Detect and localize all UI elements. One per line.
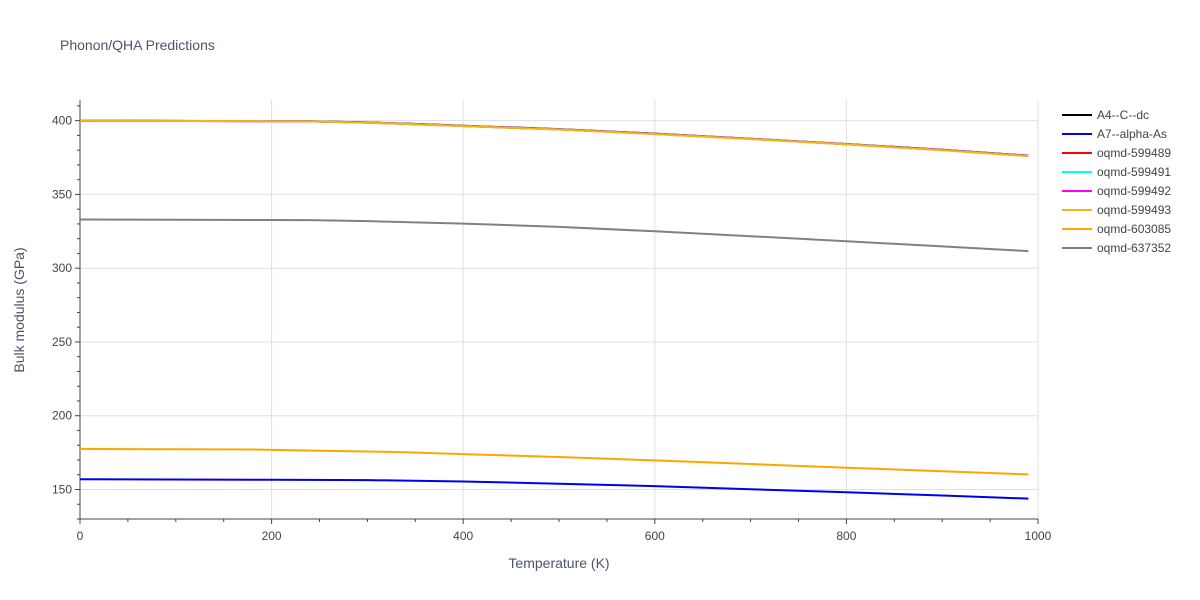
series-line-oqmd-603085 [79, 447, 1029, 476]
legend-item[interactable]: oqmd-599489 [1062, 146, 1171, 160]
series-line-oqmd-599493 [79, 119, 1029, 158]
legend-label: oqmd-599492 [1097, 184, 1171, 198]
series-line-A4--C--dc [79, 119, 1029, 157]
legend-label: oqmd-599489 [1097, 146, 1171, 160]
legend-label: oqmd-599493 [1097, 203, 1171, 217]
x-tick-label: 600 [645, 529, 665, 543]
x-tick-label: 1000 [1025, 529, 1052, 543]
legend-label: oqmd-599491 [1097, 165, 1171, 179]
legend-item[interactable]: oqmd-603085 [1062, 222, 1171, 236]
legend-label: A4--C--dc [1097, 108, 1149, 122]
x-tick-label: 800 [836, 529, 856, 543]
series-line-A7--alpha-As [79, 478, 1029, 500]
series-layer [79, 119, 1029, 500]
legend-label: oqmd-637352 [1097, 241, 1171, 255]
y-tick-label: 300 [52, 261, 72, 275]
legend-label: A7--alpha-As [1097, 127, 1167, 141]
series-line-oqmd-599489 [79, 119, 1029, 157]
legend-item[interactable]: oqmd-599491 [1062, 165, 1171, 179]
x-axis-title: Temperature (K) [508, 555, 609, 571]
y-tick-label: 350 [52, 187, 72, 201]
y-tick-label: 400 [52, 114, 72, 128]
axes: 0 200 400 600 800 1000 150 200 250 300 350 400 [52, 100, 1052, 543]
series-line-oqmd-599492 [79, 119, 1029, 157]
legend-item[interactable]: oqmd-599493 [1062, 203, 1171, 217]
legend-item[interactable]: A4--C--dc [1062, 108, 1149, 122]
series-line-oqmd-599491 [79, 119, 1029, 157]
legend-item[interactable]: A7--alpha-As [1062, 127, 1167, 141]
legend-label: oqmd-603085 [1097, 222, 1171, 236]
x-tick-label: 400 [453, 529, 473, 543]
y-axis-title: Bulk modulus (GPa) [11, 247, 27, 372]
legend-item[interactable]: oqmd-599492 [1062, 184, 1171, 198]
x-tick-label: 200 [262, 529, 282, 543]
chart-title: Phonon/QHA Predictions [60, 37, 215, 53]
y-tick-label: 200 [52, 409, 72, 423]
y-tick-label: 150 [52, 482, 72, 496]
legend-item[interactable]: oqmd-637352 [1062, 241, 1171, 255]
series-line-oqmd-637352 [79, 218, 1029, 253]
y-tick-label: 250 [52, 335, 72, 349]
x-tick-label: 0 [77, 529, 84, 543]
legend: A4--C--dc A7--alpha-As oqmd-599489 oqmd-599… [1062, 108, 1171, 255]
